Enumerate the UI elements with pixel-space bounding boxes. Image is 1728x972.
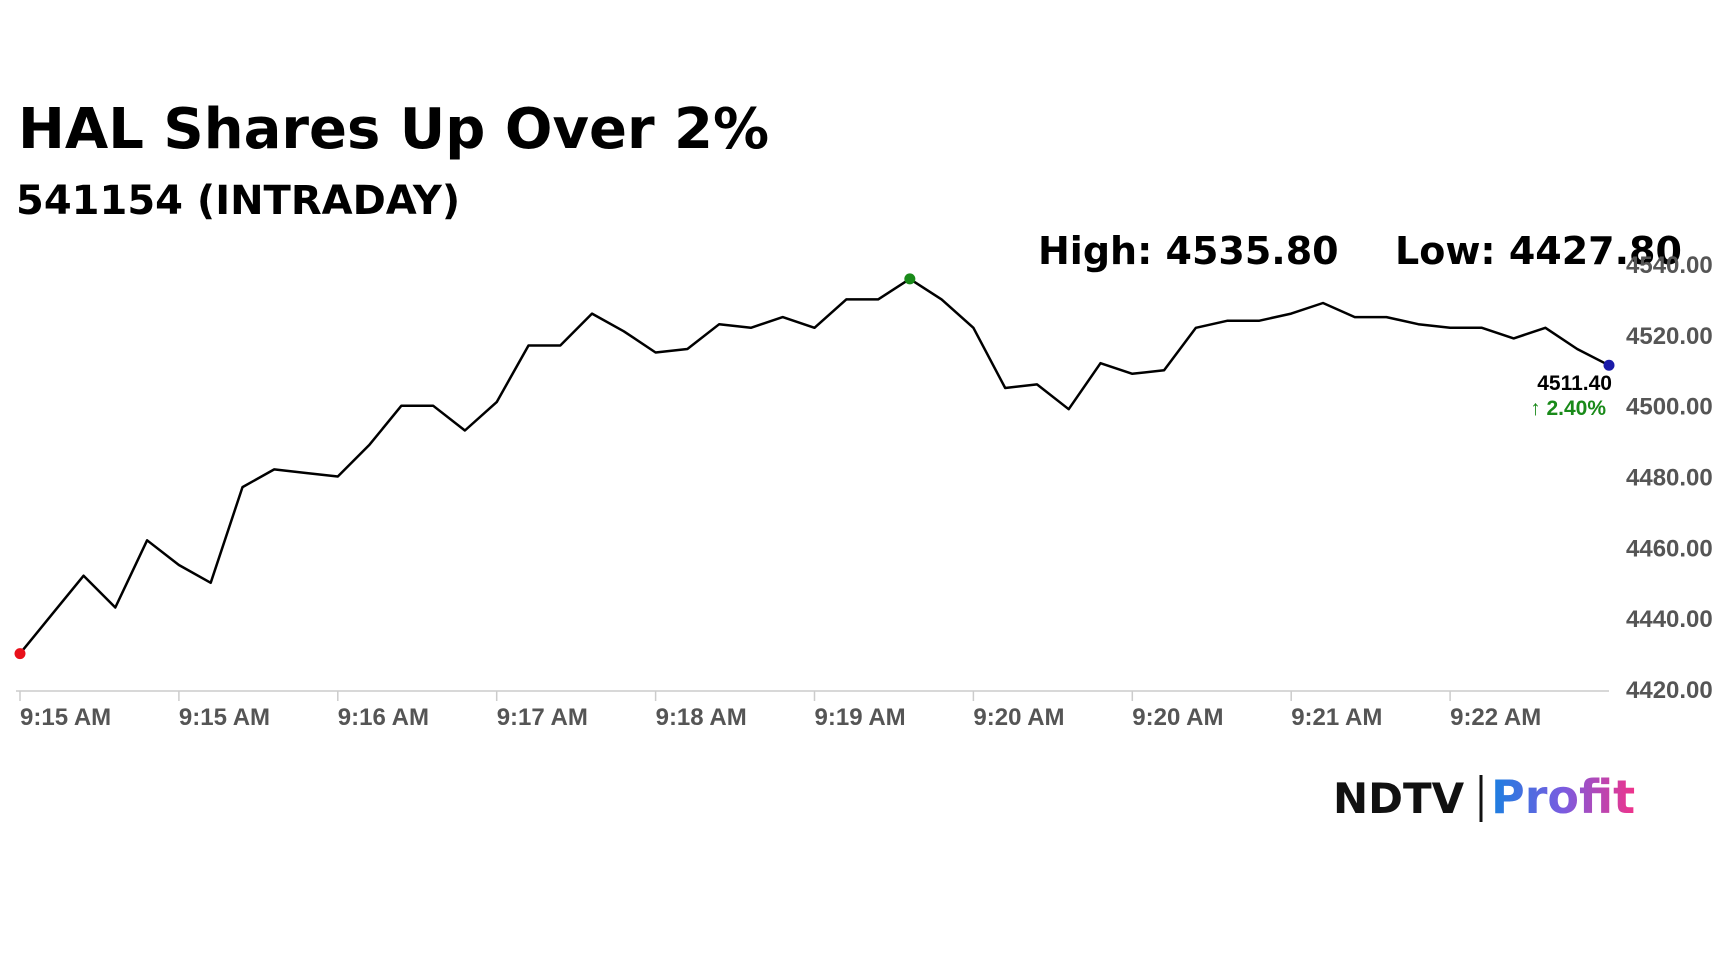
x-tick-label: 9:16 AM [338,704,429,731]
price-line [19,277,1610,655]
last-value-label: 4511.40 [1537,372,1612,395]
point-high [904,273,916,285]
low-annotation: Low: 4427.80 [1395,229,1682,273]
x-tick-label: 9:15 AM [20,704,111,731]
x-tick-label: 9:20 AM [1132,704,1223,731]
point-last [1603,359,1615,371]
y-tick-label: 4440.00 [1626,606,1713,633]
point-first [14,648,26,660]
x-tick-label: 9:15 AM [179,704,270,731]
y-tick-label: 4520.00 [1626,323,1713,350]
x-tick-label: 9:19 AM [815,704,906,731]
x-tick-label: 9:21 AM [1291,704,1382,731]
chart-subtitle: 541154 (INTRADAY) [16,178,460,224]
y-tick-label: 4480.00 [1626,465,1713,492]
x-tick-label: 9:18 AM [656,704,747,731]
x-tick-label: 9:17 AM [497,704,588,731]
y-tick-label: 4420.00 [1626,677,1713,704]
y-tick-label: 4460.00 [1626,535,1713,562]
logo-brand: NDTV [1333,774,1465,823]
chart-title: HAL Shares Up Over 2% [18,97,769,162]
high-annotation: High: 4535.80 [1038,229,1339,273]
x-tick-label: 9:20 AM [973,704,1064,731]
y-tick-label: 4540.00 [1626,252,1713,279]
change-label: ↑ 2.40% [1530,397,1606,420]
logo-product: Profit [1491,770,1635,824]
x-tick-label: 9:22 AM [1450,704,1541,731]
y-tick-label: 4500.00 [1626,394,1713,421]
